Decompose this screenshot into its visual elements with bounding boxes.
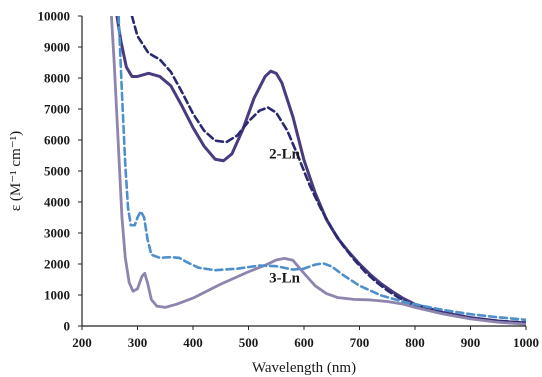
series-line-light-dashed	[117, 16, 526, 322]
y-tick-label: 0	[64, 319, 71, 334]
x-tick-label: 900	[461, 335, 481, 350]
x-tick-label: 1000	[513, 335, 539, 350]
y-tick-label: 10000	[38, 9, 71, 24]
series-line-dark-dashed	[130, 16, 526, 324]
y-tick-label: 8000	[44, 71, 70, 86]
series-line-dark-solid	[115, 16, 526, 325]
x-tick-label: 400	[183, 335, 203, 350]
x-axis-title: Wavelength (nm)	[252, 360, 356, 376]
axes-layer	[78, 15, 527, 330]
y-tick-label: 5000	[44, 164, 70, 179]
y-tick-label: 1000	[44, 288, 70, 303]
x-tick-label: 500	[239, 335, 259, 350]
x-tick-label: 200	[72, 335, 92, 350]
series-line-light-solid	[110, 16, 526, 326]
y-tick-label: 9000	[44, 40, 70, 55]
labels-layer: 200 300 400 500 600 700 800 900 1000010002000300…	[8, 9, 539, 377]
x-tick-label: 600	[294, 335, 314, 350]
series-annotation: 2-Ln	[269, 147, 301, 163]
y-tick-label: 7000	[44, 102, 70, 117]
x-tick-label: 300	[128, 335, 148, 350]
x-tick-label: 700	[350, 335, 370, 350]
series-layer	[110, 16, 526, 326]
series-annotation: 3-Ln	[269, 271, 301, 287]
y-axis-title: ε (M⁻¹ cm⁻¹)	[8, 131, 24, 211]
y-tick-label: 4000	[44, 195, 70, 210]
y-tick-label: 6000	[44, 133, 70, 148]
y-tick-label: 2000	[44, 257, 70, 272]
y-tick-label: 3000	[44, 226, 70, 241]
x-tick-label: 800	[405, 335, 425, 350]
